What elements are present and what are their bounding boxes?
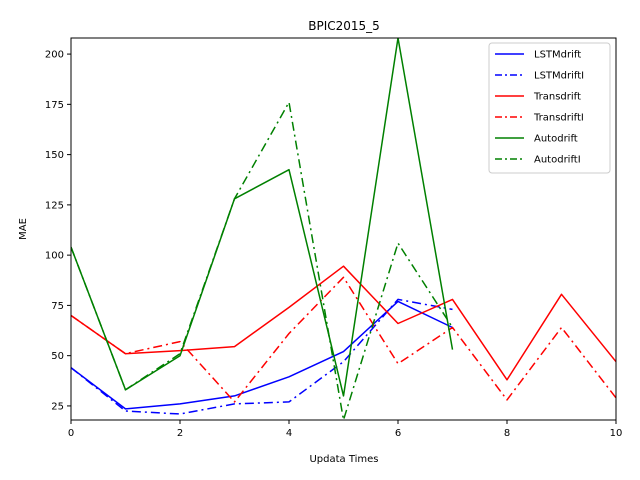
y-tick-label: 100 [45,251,64,262]
legend-label-TransdriftI: TransdriftI [533,113,584,124]
y-tick-label: 125 [45,200,64,211]
x-tick-label: 4 [286,428,292,439]
legend-label-AutodriftI: AutodriftI [534,155,581,166]
x-tick-label: 0 [68,428,74,439]
y-tick-label: 25 [51,401,64,412]
y-tick-label: 200 [45,50,64,61]
legend-box [488,42,611,174]
y-tick-label: 75 [51,301,64,312]
series-line-AutodriftI [71,101,454,420]
legend-label-LSTMdriftI: LSTMdriftI [534,71,584,82]
chart-title: BPIC2015_5 [308,19,380,33]
series-line-LSTMdriftI [71,298,453,415]
legend: LSTMdrift LSTMdriftI Transdrift TransdriftI… [488,42,611,174]
series-line-Autodrift [71,38,454,397]
plot-frame [70,37,617,421]
x-tick-label: 6 [395,428,401,439]
axis-ticks: 0 2 4 6 8 10 25 50 75 100 125 150 175 200 [45,50,622,439]
legend-label-LSTMdrift: LSTMdrift [534,50,581,61]
x-tick-label: 2 [177,428,183,439]
series-line-TransdriftI [71,276,616,403]
series-line-LSTMdrift [71,300,453,410]
y-tick-label: 175 [45,100,64,111]
x-axis-title: Updata Times [309,454,378,465]
y-axis-title: MAE [18,218,29,240]
x-tick-label: 8 [504,428,510,439]
series-line-Transdrift [71,265,616,381]
x-tick-label: 10 [610,428,623,439]
legend-label-Autodrift: Autodrift [534,134,578,145]
y-tick-label: 50 [51,351,64,362]
y-tick-label: 150 [45,150,64,161]
plot-area [71,38,616,420]
legend-label-Transdrift: Transdrift [533,92,581,103]
